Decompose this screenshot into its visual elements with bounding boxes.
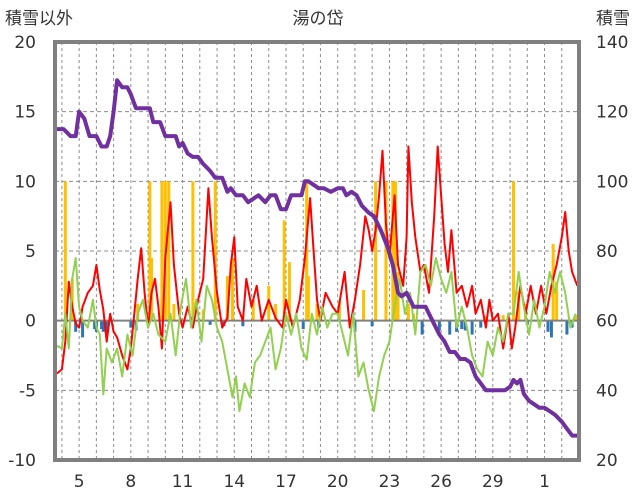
- bar-precipitation: [287, 262, 291, 321]
- y-right-tick: 80: [596, 242, 618, 262]
- bar-precipitation: [391, 181, 395, 321]
- y-left-tick: -5: [19, 381, 36, 401]
- line-series: [56, 78, 579, 438]
- bar-snowfall: [129, 320, 133, 328]
- bar-precipitation: [512, 181, 515, 321]
- bar-snowfall: [101, 320, 105, 332]
- bar-precipitation: [251, 299, 255, 321]
- x-tick: 5: [74, 472, 85, 492]
- x-tick: 17: [275, 472, 297, 492]
- bar-snowfall: [549, 320, 553, 338]
- x-tick: 20: [327, 472, 349, 492]
- bar-snowfall: [93, 320, 97, 330]
- bar-precipitation: [384, 181, 388, 321]
- bar-precipitation: [172, 303, 176, 321]
- y-axis-left-label: 積雪以外: [5, 9, 73, 29]
- bar-precipitation: [148, 181, 152, 321]
- bar-precipitation: [191, 181, 195, 321]
- vertical-gridlines: [61, 42, 563, 460]
- bar-snowfall: [241, 320, 245, 327]
- bar-precipitation: [274, 303, 278, 321]
- x-tick: 14: [223, 472, 245, 492]
- chart-title: 湯の岱: [293, 9, 344, 29]
- x-axis-ticks: 5 8 11 14 17 20 23 26 29 1: [74, 472, 550, 492]
- x-tick: 8: [125, 472, 136, 492]
- bar-snowfall: [437, 320, 441, 331]
- bar-snowfall: [74, 320, 78, 332]
- bar-precipitation: [306, 276, 310, 321]
- bar-precipitation: [396, 271, 400, 321]
- bar-snowfall: [208, 320, 212, 325]
- y-left-tick: 10: [14, 172, 36, 192]
- bar-precipitation: [213, 181, 217, 321]
- series-line-temperature_change: [56, 257, 577, 413]
- bar-precipitation: [406, 303, 410, 321]
- bar-snowfall: [448, 320, 452, 335]
- y-left-tick: 15: [14, 103, 36, 123]
- bar-precipitation: [231, 257, 235, 321]
- bar-precipitation: [315, 303, 319, 321]
- y-right-tick: 60: [596, 312, 618, 332]
- y-left-tick: -10: [8, 451, 36, 471]
- bar-precipitation: [362, 290, 366, 321]
- y-left-tick: 5: [25, 242, 36, 262]
- y-right-tick: 40: [596, 381, 618, 401]
- bar-snowfall: [420, 320, 424, 335]
- bar-precipitation: [501, 315, 505, 321]
- y-right-tick: 20: [596, 451, 618, 471]
- series-line-snow_depth: [56, 78, 579, 438]
- x-tick: 26: [430, 472, 452, 492]
- bar-precipitation: [267, 285, 271, 321]
- bar-snowfall: [370, 320, 374, 327]
- bar-precipitation: [225, 276, 229, 321]
- x-tick: 1: [539, 472, 550, 492]
- y-axis-right-label: 積雪: [596, 9, 630, 29]
- bar-precipitation: [374, 181, 378, 321]
- y-axis-left-ticks: 20 15 10 5 0 -5 -10: [8, 33, 36, 471]
- bar-precipitation: [484, 316, 488, 321]
- bar-precipitation: [574, 315, 578, 321]
- bar-precipitation: [393, 181, 397, 321]
- x-tick: 23: [379, 472, 401, 492]
- bar-precipitation: [282, 220, 286, 321]
- bar-snowfall: [460, 320, 464, 330]
- bar-snowfall: [463, 320, 467, 331]
- plot-frame: [53, 40, 581, 462]
- bar-precipitation: [305, 181, 309, 321]
- y-right-tick: 140: [596, 33, 628, 53]
- bar-precipitation: [337, 301, 341, 321]
- bar-snowfall: [105, 320, 109, 335]
- y-right-tick: 100: [596, 172, 628, 192]
- bar-snowfall: [546, 320, 550, 332]
- bar-precipitation: [167, 181, 171, 321]
- bar-snowfall: [479, 320, 483, 328]
- bar-precipitation: [63, 181, 67, 321]
- y-left-tick: 20: [14, 33, 36, 53]
- bar-snowfall: [301, 320, 305, 330]
- x-tick: 29: [482, 472, 504, 492]
- y-left-tick: 0: [25, 312, 36, 332]
- bar-snowfall: [81, 320, 85, 338]
- x-tick: 11: [172, 472, 194, 492]
- bar-precipitation: [555, 281, 559, 321]
- bar-snowfall: [470, 320, 474, 335]
- series-line-temperature: [56, 145, 579, 375]
- y-right-tick: 120: [596, 103, 628, 123]
- bar-snowfall: [565, 320, 569, 335]
- bar-precipitation: [160, 181, 164, 321]
- bar-snowfall: [100, 320, 104, 330]
- y-axis-right-ticks: 140 120 100 80 60 40 20: [596, 33, 628, 471]
